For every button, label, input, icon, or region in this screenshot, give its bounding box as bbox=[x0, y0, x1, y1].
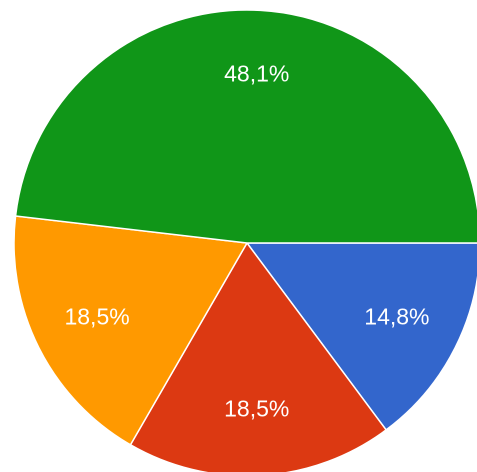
pie-slice bbox=[16, 10, 477, 243]
page: 14,8%18,5%18,5%48,1% (() => { const data… bbox=[0, 0, 477, 472]
value-label: 18,5% bbox=[224, 396, 289, 422]
value-label: 18,5% bbox=[64, 303, 129, 329]
value-label: 48,1% bbox=[224, 61, 289, 87]
value-label: 14,8% bbox=[364, 303, 429, 329]
chart: 14,8% 18,5% 18,5% 48,1% bbox=[0, 0, 477, 472]
